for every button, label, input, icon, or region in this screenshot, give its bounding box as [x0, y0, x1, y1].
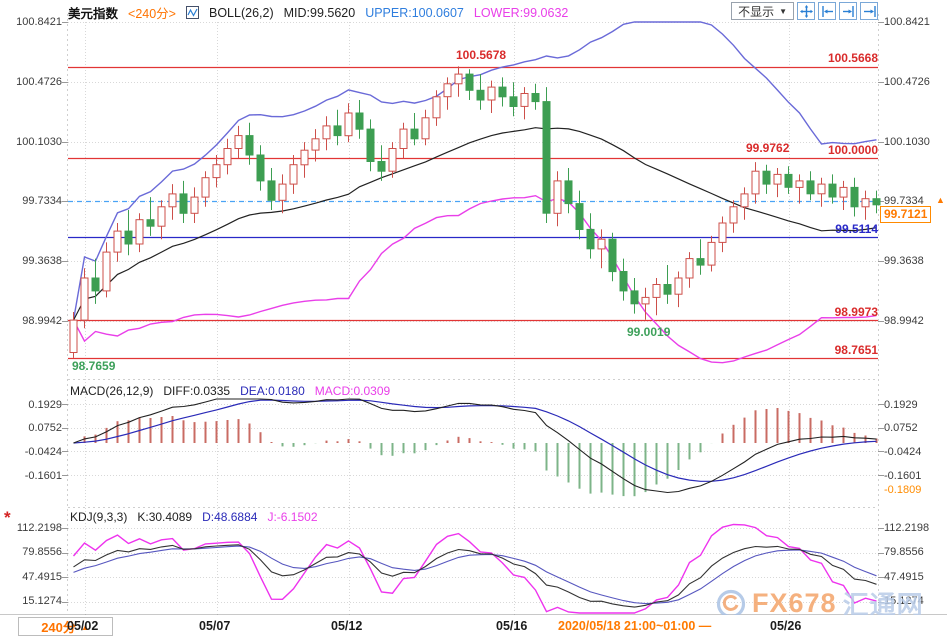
kdj-title: KDJ(9,3,3) [70, 510, 128, 524]
timeframe-label: <240分> [128, 7, 176, 21]
kdj-axis-left-1: 79.8556 [22, 546, 62, 558]
overlay-dropdown-label: 不显示 [738, 4, 775, 19]
timeframe-tab-label: 240分 [41, 620, 76, 635]
timeframe-tab[interactable]: 240分 ▲ [18, 617, 113, 636]
main-axis-left-5: 98.9942 [22, 315, 62, 327]
move-chart-button[interactable] [797, 2, 815, 20]
main-axis-right-1: 100.4726 [884, 76, 930, 88]
macd-title: MACD(26,12,9) [70, 384, 154, 398]
date-tick-4: 05/26 [770, 619, 802, 633]
macd-macd-value: MACD:0.0309 [314, 384, 391, 398]
left-low-annotation: 98.7659 [72, 359, 116, 373]
boll-params: BOLL(26,2) [208, 5, 274, 20]
date-tick-1: 05/07 [199, 619, 231, 633]
macd-axis-left-0: 0.1929 [28, 399, 62, 411]
indicator-icon [185, 6, 199, 19]
kdj-j-value: J:-6.1502 [267, 510, 318, 524]
move-icon [799, 4, 813, 18]
kdj-axis-right-3: 15.1274 [884, 595, 924, 607]
peak-price-annotation: 100.5678 [456, 48, 507, 62]
date-tick-0: 05/02 [67, 619, 99, 633]
macd-axis-left-2: -0.0424 [24, 446, 62, 458]
macd-current-value: -0.1809 [884, 484, 922, 496]
chart-toolbar: 不显示 ▼ [731, 2, 878, 20]
main-axis-left-2: 100.1030 [16, 136, 62, 148]
price-up-arrow-icon: ▲ [936, 195, 945, 205]
support-level-label: 98.9973 [834, 305, 878, 319]
scroll-right-button[interactable] [839, 2, 857, 20]
date-tick-3: 05/16 [496, 619, 528, 633]
macd-axis-right-3: -0.1601 [884, 470, 922, 482]
boll-lower-value: LOWER:99.0632 [473, 5, 569, 20]
macd-axis-right-2: -0.0424 [884, 446, 922, 458]
pivot-level-label: 99.5114 [835, 222, 878, 236]
main-axis-left-1: 100.4726 [16, 76, 62, 88]
chart-header: 美元指数 <240分> BOLL(26,2) MID:99.5620 UPPER… [68, 3, 568, 22]
go-to-latest-icon [863, 5, 876, 17]
round-level-label: 100.0000 [827, 143, 878, 157]
date-tick-2: 05/12 [331, 619, 363, 633]
overlay-dropdown[interactable]: 不显示 ▼ [731, 2, 794, 20]
kdj-k-value: K:30.4089 [137, 510, 193, 524]
macd-diff-value: DIFF:0.0335 [163, 384, 231, 398]
main-axis-left-0: 100.8421 [16, 16, 62, 28]
main-axis-right-0: 100.8421 [884, 16, 930, 28]
last-price-tag: 99.7121 [880, 206, 932, 223]
scroll-right-icon [842, 5, 854, 17]
macd-axis-left-3: -0.1601 [24, 470, 62, 482]
boll-upper-value: UPPER:100.0607 [365, 5, 464, 20]
recent-high-annotation: 99.9762 [746, 141, 790, 155]
main-axis-right-5: 98.9942 [884, 315, 924, 327]
boll-mid-value: MID:99.5620 [283, 5, 356, 20]
main-axis-right-2: 100.1030 [884, 136, 930, 148]
support2-level-label: 98.7651 [834, 343, 878, 357]
kdj-axis-left-0: 112.2198 [16, 522, 62, 534]
macd-axis-right-1: 0.0752 [884, 422, 918, 434]
scroll-left-icon [821, 5, 833, 17]
main-axis-left-3: 99.7334 [22, 195, 62, 207]
macd-axis-right-0: 0.1929 [884, 399, 918, 411]
current-bar-range: 2020/05/18 21:00~01:00 — [558, 619, 712, 633]
main-axis-right-3: 99.7334 [884, 195, 924, 207]
symbol-name: 美元指数 [68, 7, 119, 21]
mid-low-annotation: 99.0019 [627, 325, 671, 339]
main-axis-right-4: 99.3638 [884, 255, 924, 267]
resistance-level-label: 100.5668 [827, 51, 878, 65]
main-axis-left-4: 99.3638 [22, 255, 62, 267]
chevron-up-icon: ▲ [80, 621, 90, 632]
macd-axis-left-1: 0.0752 [28, 422, 62, 434]
go-to-latest-button[interactable] [860, 2, 878, 20]
sun-marker-icon: * [4, 508, 11, 527]
chevron-down-icon: ▼ [779, 6, 787, 16]
kdj-axis-left-2: 47.4915 [22, 571, 62, 583]
time-axis-bar: ▲ 240分 ▲ 05/02 05/07 05/12 05/16 2020/05… [0, 615, 947, 640]
kdj-d-value: D:48.6884 [202, 510, 258, 524]
kdj-header: KDJ(9,3,3) K:30.4089 D:48.6884 J:-6.1502 [70, 510, 318, 524]
kdj-axis-right-0: 112.2198 [884, 522, 930, 534]
kdj-axis-left-3: 15.1274 [22, 595, 62, 607]
macd-header: MACD(26,12,9) DIFF:0.0335 DEA:0.0180 MAC… [70, 384, 390, 398]
kdj-axis-right-2: 47.4915 [884, 571, 924, 583]
kdj-axis-right-1: 79.8556 [884, 546, 924, 558]
scroll-left-button[interactable] [818, 2, 836, 20]
macd-dea-value: DEA:0.0180 [240, 384, 305, 398]
